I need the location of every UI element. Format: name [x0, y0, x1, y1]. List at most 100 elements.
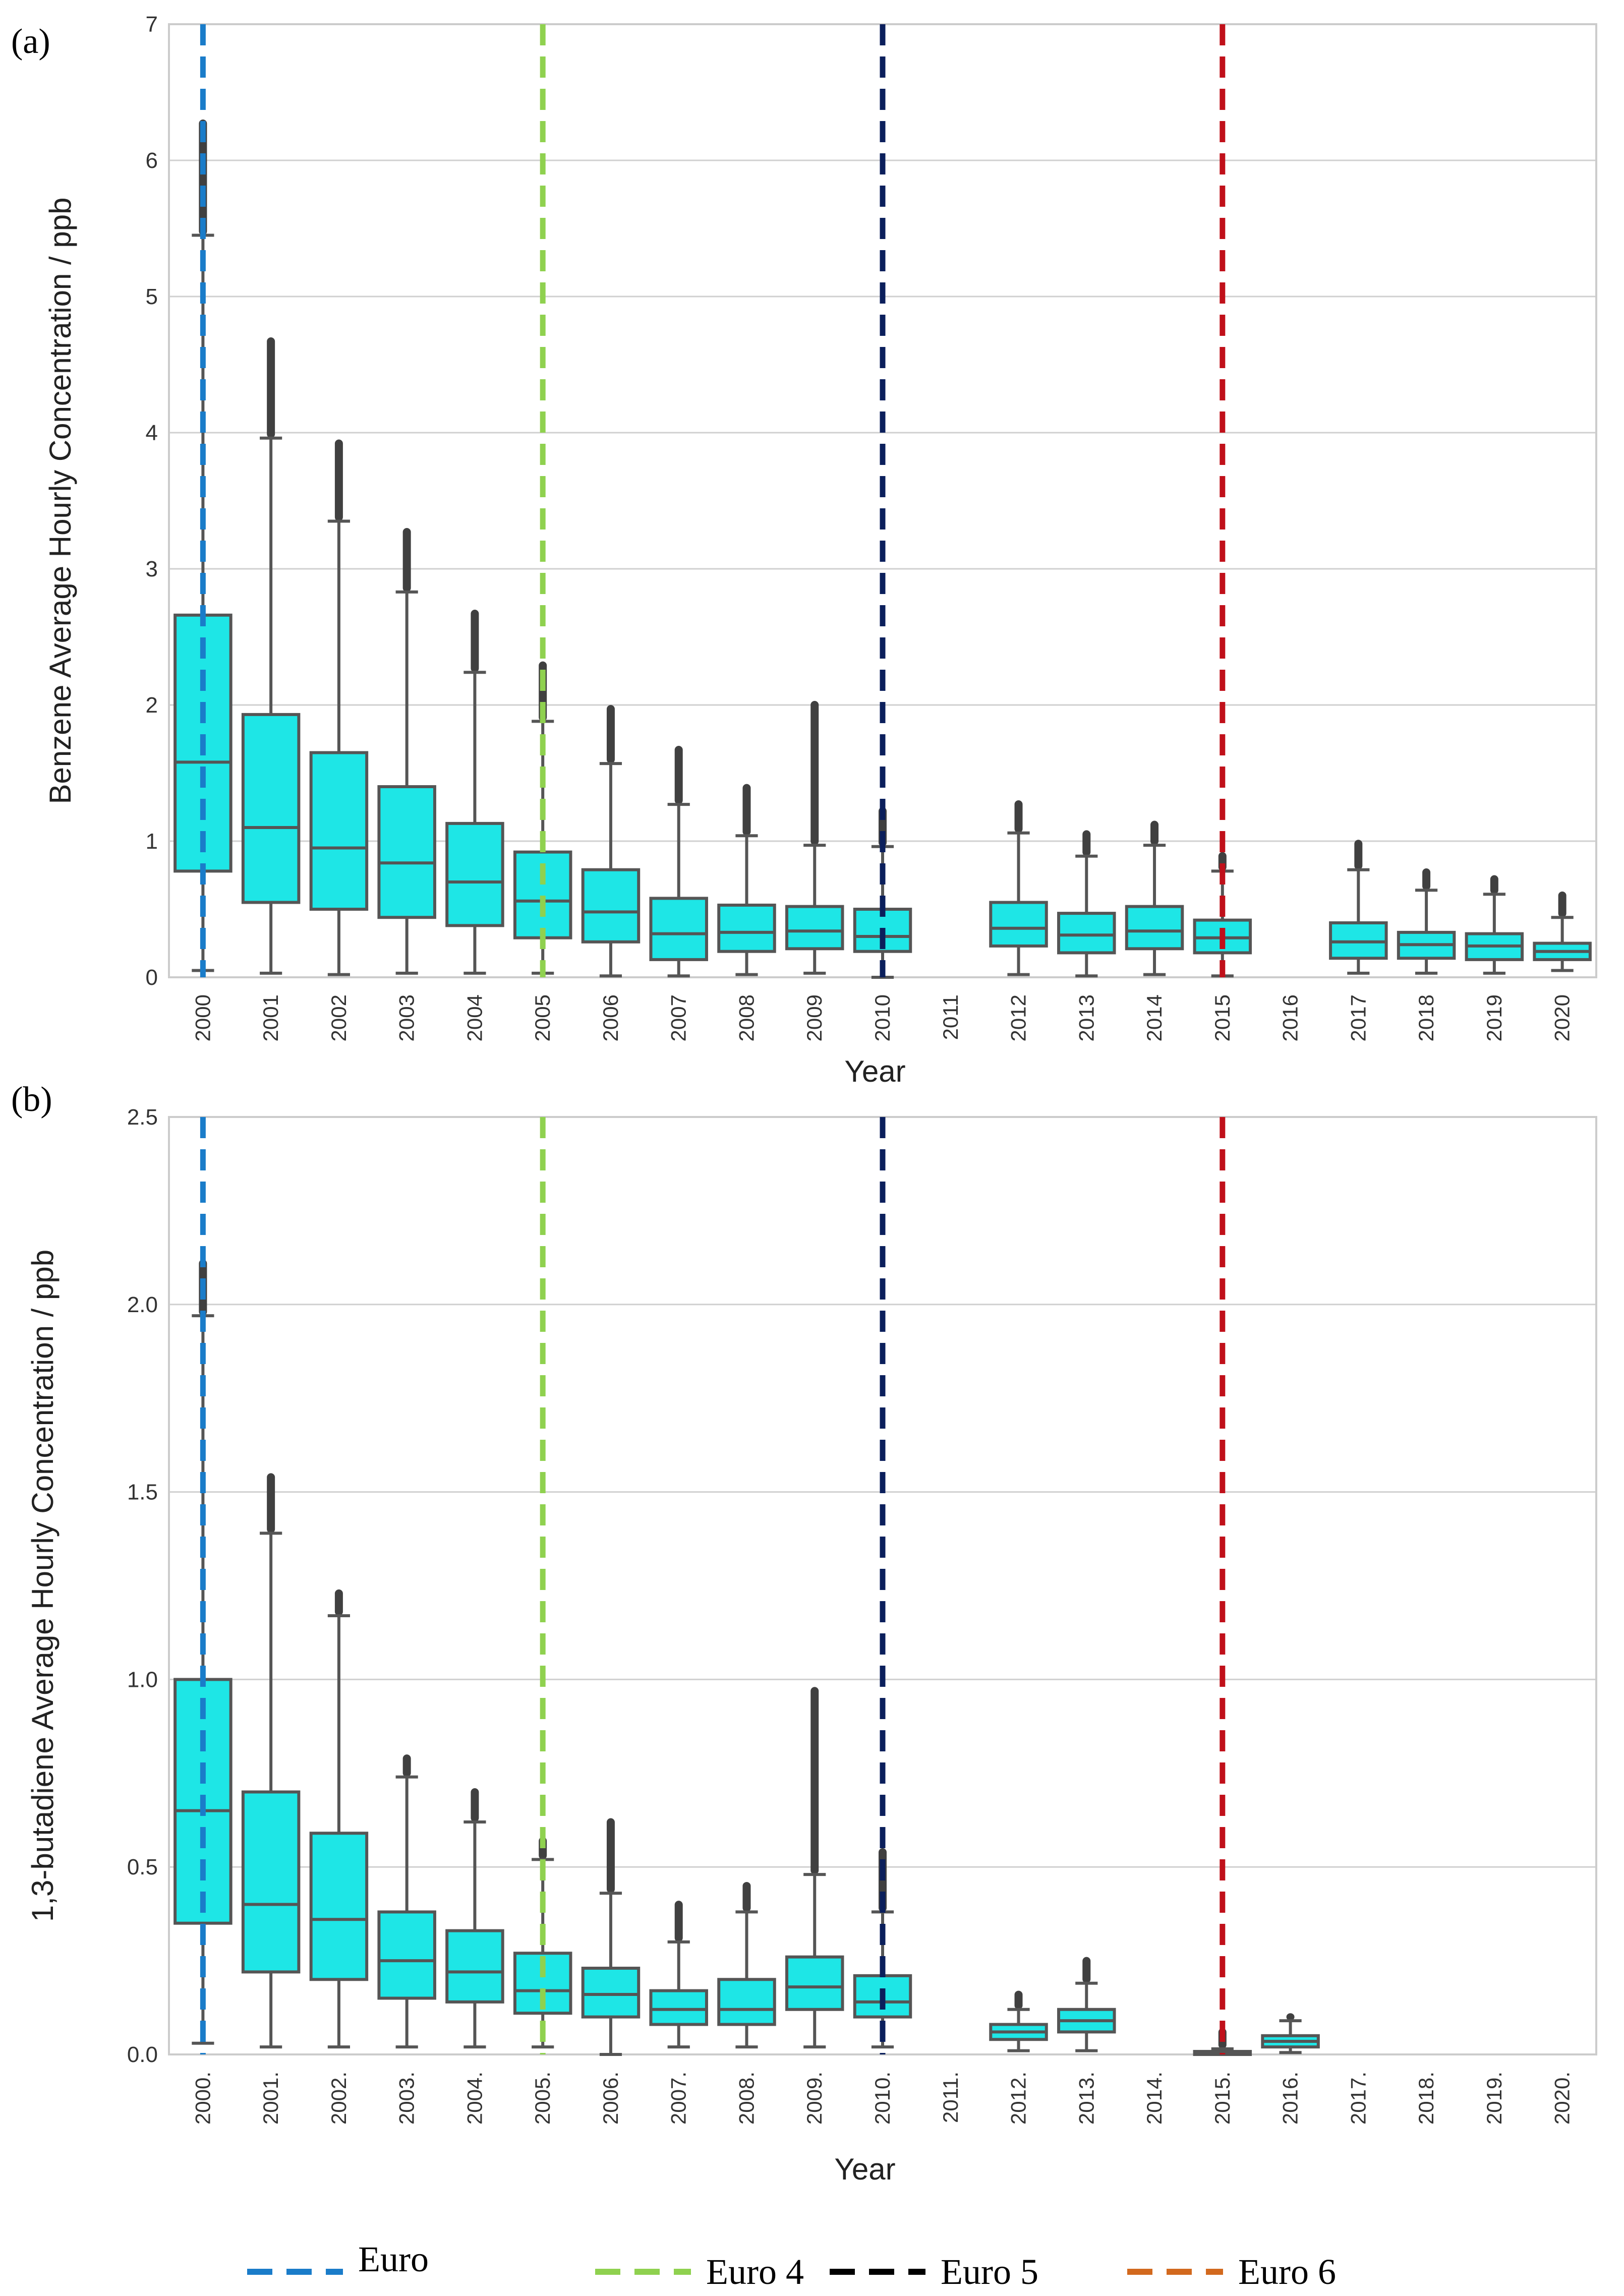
outliers — [1014, 800, 1023, 833]
x-tick-label: 2007 — [667, 994, 690, 1041]
outliers — [267, 337, 275, 438]
box-2007 — [649, 1901, 708, 2049]
outliers — [1422, 868, 1431, 891]
x-tick-label: 2001 — [259, 994, 282, 1041]
iqr-box — [1057, 912, 1116, 955]
x-tick-label: 2017 — [1346, 994, 1370, 1041]
outliers — [402, 528, 411, 592]
outliers — [267, 1473, 275, 1534]
x-tick-label: 2002 — [327, 994, 351, 1041]
box-2013 — [1057, 830, 1116, 978]
outliers — [1354, 840, 1363, 870]
box-2001 — [241, 1473, 301, 2049]
outliers — [402, 1754, 411, 1777]
box-2012 — [989, 800, 1048, 976]
x-tick-label: 2013. — [1074, 2072, 1098, 2125]
iqr-box — [309, 751, 369, 911]
outliers — [471, 610, 479, 673]
outliers — [1014, 1990, 1023, 2010]
x-axis-title: Year — [844, 1054, 905, 1088]
box-2009 — [785, 700, 844, 975]
x-tick-label: 2000 — [191, 994, 214, 1041]
outliers — [1082, 1957, 1091, 1983]
outliers — [1150, 820, 1159, 846]
x-tick-label: 2015. — [1210, 2072, 1234, 2125]
outliers — [1286, 2013, 1295, 2021]
box-2001 — [241, 337, 301, 975]
chart-panel-b: (b) 0.0 0.5 1.0 1.5 2.0 2.5 2000. 2001. 2002. 2003… — [11, 1080, 1597, 2186]
outliers — [1558, 891, 1567, 918]
x-tick-label: 2020. — [1550, 2072, 1574, 2125]
iqr-box — [649, 1989, 708, 2026]
x-tick-label: 2014. — [1142, 2072, 1166, 2125]
x-tick-label: 2010 — [871, 994, 894, 1041]
box-2002 — [309, 439, 369, 976]
panel-label: (a) — [11, 22, 50, 61]
y-tick-label: 5 — [146, 284, 158, 309]
legend-label: Euro — [358, 2239, 429, 2279]
x-tick-label: 2006. — [599, 2072, 622, 2125]
x-tick-label: 2019. — [1482, 2072, 1506, 2125]
x-tick-label: 2016 — [1279, 994, 1302, 1041]
iqr-box — [377, 1910, 436, 2000]
x-tick-label: 2005. — [531, 2072, 554, 2125]
x-tick-label: 2019 — [1482, 994, 1506, 1041]
x-tick-label: 2005 — [531, 994, 554, 1041]
x-tick-label: 2000. — [191, 2072, 214, 2125]
box-2006 — [581, 1818, 641, 2056]
x-tick-label: 2001. — [259, 2072, 282, 2125]
box-2007 — [649, 746, 708, 978]
x-tick-label: 2002. — [327, 2072, 351, 2125]
box-2004 — [445, 610, 504, 975]
x-tick-label: 2003. — [395, 2072, 419, 2125]
iqr-box — [241, 713, 301, 904]
x-tick-label: 2011 — [939, 994, 962, 1040]
outliers — [1082, 830, 1091, 856]
x-tick-label: 2007. — [667, 2072, 690, 2125]
x-axis-title: Year — [834, 2152, 895, 2186]
y-tick-label: 6 — [146, 148, 158, 173]
box-2017 — [1329, 840, 1388, 975]
x-tick-label: 2020 — [1550, 994, 1574, 1041]
x-tick-label: 2010. — [871, 2072, 894, 2125]
iqr-box — [241, 1790, 301, 1974]
outliers — [742, 1881, 751, 1912]
iqr-box — [445, 821, 504, 927]
x-tick-label: 2006 — [599, 994, 622, 1041]
y-tick-label: 1.0 — [127, 1667, 158, 1692]
y-tick-label: 1.5 — [127, 1480, 158, 1505]
box-2003 — [377, 1754, 436, 2049]
outliers — [810, 700, 819, 846]
x-tick-label: 2004 — [462, 994, 486, 1041]
x-tick-label: 2017. — [1346, 2072, 1370, 2125]
outliers — [334, 439, 343, 521]
outliers — [334, 1589, 343, 1616]
x-tick-label: 2004. — [462, 2072, 486, 2125]
iqr-box — [649, 897, 708, 961]
legend: Euro Euro 4 Euro 5 Euro 6 — [247, 2239, 1336, 2292]
legend-item-euro-6: Euro 6 — [1127, 2252, 1336, 2292]
outliers — [742, 784, 751, 836]
x-tick-label: 2009 — [802, 994, 826, 1041]
iqr-box — [717, 1978, 776, 2026]
iqr-box — [1125, 905, 1184, 951]
y-tick-label: 2.5 — [127, 1105, 158, 1130]
x-tick-label: 2008 — [734, 994, 758, 1041]
outliers — [471, 1788, 479, 1822]
y-tick-label: 2.0 — [127, 1292, 158, 1317]
y-tick-label: 2 — [146, 693, 158, 718]
y-tick-label: 4 — [146, 421, 158, 445]
outliers — [606, 1818, 615, 1894]
box-2004 — [445, 1788, 504, 2049]
outliers — [810, 1687, 819, 1875]
y-tick-label: 0.0 — [127, 2042, 158, 2067]
legend-label: Euro 4 — [706, 2252, 804, 2292]
legend-item-euro-4: Euro 4 — [595, 2252, 804, 2292]
y-tick-label: 7 — [146, 12, 158, 37]
outliers — [606, 705, 615, 764]
x-tick-label: 2016. — [1279, 2072, 1302, 2125]
legend-item-euro-5: Euro 5 — [830, 2252, 1038, 2292]
box-2019 — [1465, 875, 1524, 975]
x-tick-label: 2009. — [802, 2072, 826, 2125]
